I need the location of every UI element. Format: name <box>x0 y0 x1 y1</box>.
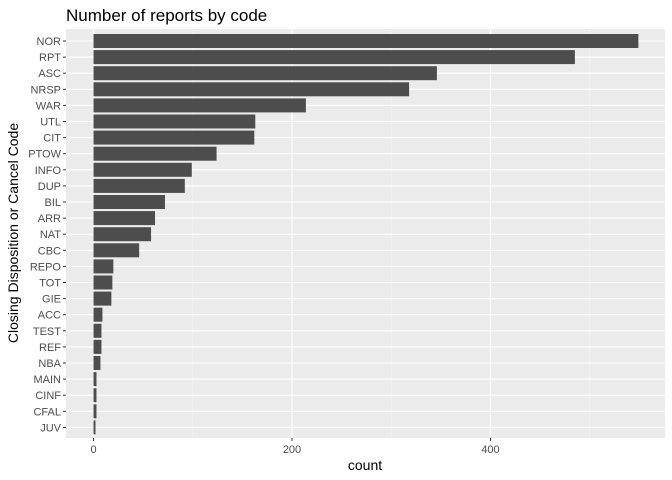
y-tick-label: NBA <box>38 358 61 370</box>
bars <box>93 34 639 435</box>
bar-repo <box>93 259 114 274</box>
y-tick-label: GIE <box>42 294 61 306</box>
y-tick-label: NOR <box>37 36 62 48</box>
bar-utl <box>93 114 256 129</box>
x-axis-ticks: 0 200 400 <box>90 438 500 456</box>
bar-juv <box>93 420 96 435</box>
y-tick-label: RPT <box>39 52 61 64</box>
y-tick-label: INFO <box>35 165 62 177</box>
bar-ptow <box>93 146 217 161</box>
y-axis-title: Closing Disposition or Cancel Code <box>5 123 21 343</box>
bar-cfal <box>93 404 97 419</box>
bar-arr <box>93 211 156 226</box>
y-tick-label: REF <box>39 342 61 354</box>
x-tick-label: 0 <box>90 444 96 456</box>
y-tick-label: BIL <box>44 197 61 209</box>
y-tick-label: MAIN <box>34 374 62 386</box>
bar-dup <box>93 178 185 193</box>
y-tick-label: UTL <box>40 117 61 129</box>
bar-acc <box>93 307 103 322</box>
y-tick-label: ARR <box>38 213 61 225</box>
chart-title: Number of reports by code <box>66 6 267 25</box>
bar-asc <box>93 66 437 81</box>
y-tick-label: DUP <box>38 181 61 193</box>
bar-info <box>93 162 192 177</box>
y-tick-label: CINF <box>35 390 61 402</box>
y-tick-label: CBC <box>38 245 61 257</box>
plot-panel <box>66 29 665 438</box>
y-tick-label: REPO <box>30 261 62 273</box>
bar-main <box>93 372 97 387</box>
bar-ref <box>93 339 102 354</box>
bar-cit <box>93 130 255 145</box>
y-axis-ticks: NOR RPT ASC NRSP WAR UTL CIT PTOW INFO DUP BIL ARR N… <box>28 36 66 434</box>
y-tick-label: TEST <box>33 326 61 338</box>
bar-nba <box>93 356 101 370</box>
y-tick-label: NAT <box>40 229 61 241</box>
bar-bil <box>93 195 165 209</box>
x-axis-title: count <box>348 457 382 473</box>
bar-cinf <box>93 388 97 403</box>
bar-nor <box>93 34 639 48</box>
bar-test <box>93 323 102 338</box>
y-tick-label: CFAL <box>33 406 61 418</box>
x-tick-label: 200 <box>283 444 301 456</box>
y-tick-label: PTOW <box>28 149 61 161</box>
bar-tot <box>93 275 113 290</box>
y-tick-label: ACC <box>38 310 61 322</box>
bar-nat <box>93 227 152 242</box>
y-tick-label: NRSP <box>30 84 61 96</box>
bar-war <box>93 98 306 113</box>
y-tick-label: JUV <box>40 422 61 434</box>
bar-nrsp <box>93 82 410 97</box>
bar-cbc <box>93 243 140 258</box>
x-tick-label: 400 <box>481 444 499 456</box>
y-tick-label: CIT <box>43 133 61 145</box>
y-tick-label: WAR <box>36 100 61 112</box>
y-tick-label: TOT <box>39 278 61 290</box>
bar-rpt <box>93 50 575 65</box>
bar-gie <box>93 291 112 306</box>
y-tick-label: ASC <box>38 68 61 80</box>
